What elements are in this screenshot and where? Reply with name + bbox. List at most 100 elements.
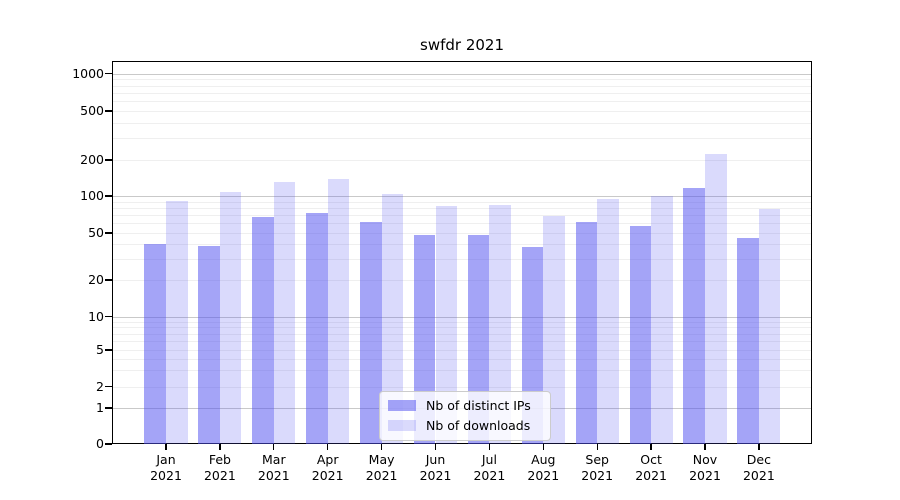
bar-feb-distinct-ips <box>198 245 220 444</box>
y-tick-mark <box>105 407 112 409</box>
x-tick-month: Jan <box>156 452 176 467</box>
x-tick-mark <box>434 444 437 450</box>
y-tick-mark <box>105 159 112 161</box>
x-tick-mark <box>488 444 491 450</box>
minor-gridline <box>113 160 811 161</box>
x-tick-label-jan: Jan 2021 <box>136 452 196 483</box>
minor-gridline <box>113 201 811 203</box>
x-tick-label-apr: Apr 2021 <box>298 452 358 483</box>
x-tick-month: Aug <box>531 452 556 467</box>
x-tick-year: 2021 <box>311 467 344 483</box>
y-tick-label: 1 <box>96 400 104 415</box>
minor-gridline <box>113 327 811 329</box>
y-tick-label: 200 <box>80 152 104 167</box>
x-tick-month: Dec <box>746 452 771 467</box>
bar-oct-distinct-ips <box>629 226 652 444</box>
major-gridline <box>113 316 811 318</box>
minor-gridline <box>113 370 811 372</box>
bar-sep-distinct-ips <box>575 221 598 444</box>
minor-gridline <box>113 122 811 124</box>
y-tick-label: 20 <box>88 272 104 287</box>
legend: Nb of distinct IPs Nb of downloads <box>379 391 551 441</box>
x-tick-year: 2021 <box>689 467 721 483</box>
x-tick-mark <box>327 444 329 450</box>
y-tick-mark <box>105 110 112 112</box>
y-tick-label: 100 <box>80 188 104 203</box>
bar-aug-downloads <box>543 215 565 444</box>
x-tick-month: Oct <box>640 452 662 467</box>
minor-gridline <box>113 101 811 103</box>
x-tick-label-mar: Mar 2021 <box>244 452 304 483</box>
y-tick-label: 2 <box>96 378 104 394</box>
y-tick-label: 5 <box>96 342 104 357</box>
bar-apr-downloads <box>327 179 350 444</box>
minor-gridline <box>113 259 811 261</box>
minor-gridline <box>113 321 811 323</box>
x-tick-mark <box>650 444 652 450</box>
legend-label-distinct-ips: Nb of distinct IPs <box>426 398 531 413</box>
x-tick-year: 2021 <box>257 467 290 483</box>
x-tick-year: 2021 <box>742 467 775 483</box>
bar-jan-downloads <box>166 201 188 444</box>
minor-gridline <box>113 92 811 94</box>
x-tick-month: Apr <box>316 452 339 467</box>
bar-mar-distinct-ips <box>252 216 274 444</box>
bar-nov-distinct-ips <box>683 188 705 444</box>
y-tick-mark <box>105 443 112 445</box>
x-tick-mark <box>380 444 383 450</box>
x-tick-label-feb: Feb 2021 <box>190 452 250 483</box>
x-tick-year: 2021 <box>527 467 560 483</box>
x-tick-year: 2021 <box>419 467 452 483</box>
minor-gridline <box>113 111 811 112</box>
bar-sep-downloads <box>597 198 619 444</box>
minor-gridline <box>113 138 811 140</box>
x-tick-mark <box>596 444 598 450</box>
y-tick-mark <box>105 232 112 234</box>
x-tick-label-sep: Sep 2021 <box>567 452 627 483</box>
x-tick-label-may: May 2021 <box>352 452 412 483</box>
x-tick-mark <box>219 444 221 450</box>
bar-dec-downloads <box>758 209 781 444</box>
x-tick-year: 2021 <box>635 467 667 483</box>
y-tick-mark <box>105 385 112 388</box>
x-tick-mark <box>273 444 275 450</box>
chart-title: swfdr 2021 <box>420 36 504 54</box>
legend-row-downloads: Nb of downloads <box>388 418 540 433</box>
legend-label-downloads: Nb of downloads <box>426 418 531 433</box>
bar-jan-distinct-ips <box>144 244 166 444</box>
x-tick-mark <box>542 444 544 450</box>
minor-gridline <box>113 350 811 351</box>
minor-gridline <box>113 79 811 81</box>
minor-gridline <box>113 233 811 234</box>
x-tick-mark <box>704 444 706 450</box>
x-tick-year: 2021 <box>473 467 506 483</box>
x-tick-mark <box>165 444 167 450</box>
y-tick-label: 10 <box>88 308 104 324</box>
bar-may-distinct-ips <box>360 221 382 444</box>
x-tick-label-jun: Jun 2021 <box>406 452 466 483</box>
bar-apr-distinct-ips <box>306 212 328 444</box>
y-tick-label: 0 <box>96 436 104 451</box>
x-tick-year: 2021 <box>203 467 236 483</box>
minor-gridline <box>113 386 811 388</box>
minor-gridline <box>113 333 811 335</box>
bar-may-downloads <box>381 194 404 444</box>
bar-mar-downloads <box>273 181 296 444</box>
x-tick-year: 2021 <box>581 467 614 483</box>
x-tick-label-dec: Dec 2021 <box>729 452 789 483</box>
x-tick-mark <box>758 444 760 450</box>
x-tick-month: Sep <box>585 452 609 467</box>
y-tick-mark <box>105 349 112 351</box>
y-tick-label: 1000 <box>72 65 104 81</box>
x-tick-month: Feb <box>208 452 231 467</box>
minor-gridline <box>113 85 811 87</box>
x-tick-month: Jun <box>425 452 446 467</box>
minor-gridline <box>113 207 811 209</box>
y-tick-label: 500 <box>80 103 104 118</box>
x-tick-month: Jul <box>481 452 497 467</box>
x-tick-label-oct: Oct 2021 <box>621 452 681 483</box>
legend-swatch-distinct-ips <box>388 400 416 411</box>
y-tick-mark <box>105 315 112 318</box>
plot-area: Nb of distinct IPs Nb of downloads <box>112 61 812 444</box>
